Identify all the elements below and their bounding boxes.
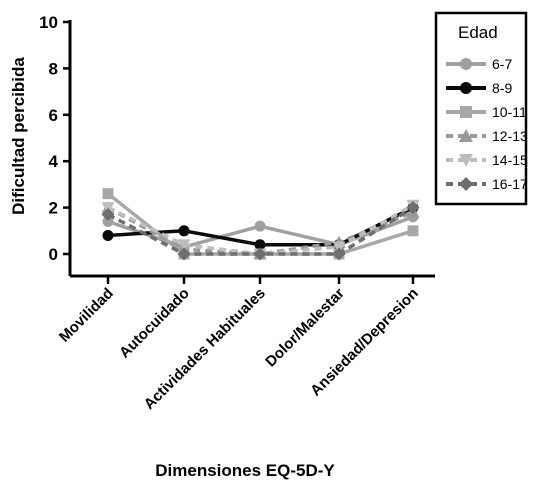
- x-axis-title: Dimensiones EQ-5D-Y: [155, 461, 335, 480]
- data-point: [254, 239, 266, 251]
- y-tick-label: 10: [39, 13, 58, 32]
- x-tick-label: Movilidad: [56, 285, 117, 346]
- data-point: [101, 208, 115, 222]
- y-axis-title: Dificultad percibida: [9, 57, 28, 215]
- legend-item: 8-9: [446, 80, 512, 96]
- data-point: [332, 247, 346, 261]
- data-point: [253, 247, 267, 261]
- legend-swatch-marker: [459, 177, 473, 191]
- legend-title: Edad: [458, 23, 498, 42]
- legend-label: 16-17: [492, 176, 528, 192]
- legend-items: 6-7 8-9 10-11 12-13 14-15 16-17: [446, 56, 528, 192]
- y-tick-label: 6: [49, 106, 58, 125]
- legend-label: 6-7: [492, 56, 512, 72]
- legend-swatch-marker: [459, 154, 473, 167]
- legend-label: 8-9: [492, 80, 512, 96]
- legend-swatch-marker: [460, 82, 472, 94]
- y-tick-label: 8: [49, 59, 58, 78]
- data-point: [407, 225, 419, 237]
- data-point: [102, 188, 114, 200]
- legend-swatch-marker: [460, 106, 472, 118]
- data-point: [178, 225, 190, 237]
- legend-label: 12-13: [492, 128, 528, 144]
- data-point: [406, 201, 420, 215]
- data-point: [177, 239, 191, 252]
- data-point: [102, 229, 114, 241]
- y-tick-label: 2: [49, 199, 58, 218]
- legend-item: 12-13: [446, 128, 528, 144]
- x-tick-label: Autocuidado: [116, 285, 193, 362]
- legend-item: 10-11: [446, 104, 527, 120]
- legend: Edad 6-7 8-9 10-11 12-13 14-15 16-17: [434, 11, 528, 206]
- legend-swatch-marker: [460, 58, 472, 70]
- legend-item: 6-7: [446, 56, 512, 72]
- legend-label: 10-11: [492, 104, 527, 120]
- series-16-17: [101, 201, 420, 261]
- legend-item: 14-15: [446, 152, 528, 168]
- legend-swatch-marker: [459, 129, 473, 142]
- y-tick-label: 4: [49, 152, 59, 171]
- x-tick-label: Dolor/Malestar: [262, 285, 348, 371]
- y-tick-labels: 0 2 4 6 8 10: [39, 13, 58, 264]
- axes: [63, 20, 435, 284]
- data-point: [177, 247, 191, 261]
- data-point: [102, 216, 114, 228]
- series-layer: [101, 188, 420, 261]
- y-tick-label: 0: [49, 245, 58, 264]
- legend-label: 14-15: [492, 152, 528, 168]
- legend-item: 16-17: [446, 176, 528, 192]
- legend-box: [434, 11, 528, 206]
- data-point: [254, 220, 266, 232]
- x-tick-label: Actividades Habituales: [141, 285, 269, 413]
